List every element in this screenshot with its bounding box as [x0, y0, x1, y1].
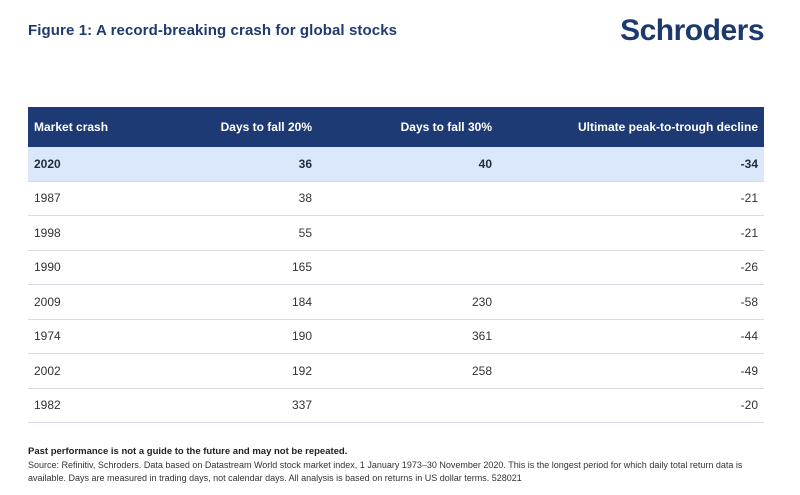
table-row: 1998 55 -21 [28, 215, 764, 251]
cell-peak-to-trough: -26 [498, 250, 764, 285]
cell-peak-to-trough: -58 [498, 284, 764, 320]
table-row: 2020 36 40 -34 [28, 147, 764, 182]
table-row: 1987 38 -21 [28, 181, 764, 216]
cell-market-crash: 2020 [28, 147, 178, 182]
cell-peak-to-trough: -34 [498, 147, 764, 182]
header-days-to-fall-20: Days to fall 20% [178, 107, 318, 147]
cell-market-crash: 1990 [28, 250, 178, 285]
cell-market-crash: 1987 [28, 181, 178, 216]
cell-peak-to-trough: -21 [498, 215, 764, 251]
table-header: Market crash Days to fall 20% Days to fa… [28, 107, 764, 147]
table-row: 1974 190 361 -44 [28, 319, 764, 354]
cell-days-to-fall-30: 40 [318, 147, 498, 182]
table-row: 1982 337 -20 [28, 388, 764, 423]
cell-peak-to-trough: -44 [498, 319, 764, 354]
source-note: Source: Refinitiv, Schroders. Data based… [28, 460, 743, 483]
cell-market-crash: 1974 [28, 319, 178, 354]
header-peak-to-trough: Ultimate peak-to-trough decline [498, 107, 764, 147]
table-row: 1990 165 -26 [28, 250, 764, 285]
cell-market-crash: 1982 [28, 388, 178, 423]
cell-days-to-fall-30 [318, 181, 498, 216]
crash-table: Market crash Days to fall 20% Days to fa… [28, 107, 764, 423]
table-body: 2020 36 40 -34 1987 38 -21 1998 55 -21 1990 165 -26 2… [28, 147, 764, 423]
disclaimer-text: Past performance is not a guide to the f… [28, 446, 348, 457]
cell-days-to-fall-30: 258 [318, 353, 498, 389]
figure-title: Figure 1: A record-breaking crash for gl… [28, 22, 398, 39]
cell-days-to-fall-30 [318, 388, 498, 423]
cell-market-crash: 2002 [28, 353, 178, 389]
cell-peak-to-trough: -21 [498, 181, 764, 216]
brand-logo: Schroders [620, 14, 764, 47]
cell-days-to-fall-20: 36 [178, 147, 318, 182]
cell-days-to-fall-30 [318, 250, 498, 285]
cell-market-crash: 1998 [28, 215, 178, 251]
cell-days-to-fall-20: 165 [178, 250, 318, 285]
cell-peak-to-trough: -20 [498, 388, 764, 423]
table-row: 2002 192 258 -49 [28, 353, 764, 389]
cell-days-to-fall-30 [318, 215, 498, 251]
cell-peak-to-trough: -49 [498, 353, 764, 389]
table-row: 2009 184 230 -58 [28, 284, 764, 320]
cell-days-to-fall-20: 184 [178, 284, 318, 320]
cell-days-to-fall-30: 361 [318, 319, 498, 354]
cell-days-to-fall-30: 230 [318, 284, 498, 320]
cell-days-to-fall-20: 337 [178, 388, 318, 423]
cell-days-to-fall-20: 192 [178, 353, 318, 389]
cell-days-to-fall-20: 38 [178, 181, 318, 216]
header-row: Market crash Days to fall 20% Days to fa… [28, 107, 764, 147]
header-days-to-fall-30: Days to fall 30% [318, 107, 498, 147]
cell-days-to-fall-20: 190 [178, 319, 318, 354]
header-market-crash: Market crash [28, 107, 178, 147]
cell-market-crash: 2009 [28, 284, 178, 320]
cell-days-to-fall-20: 55 [178, 215, 318, 251]
